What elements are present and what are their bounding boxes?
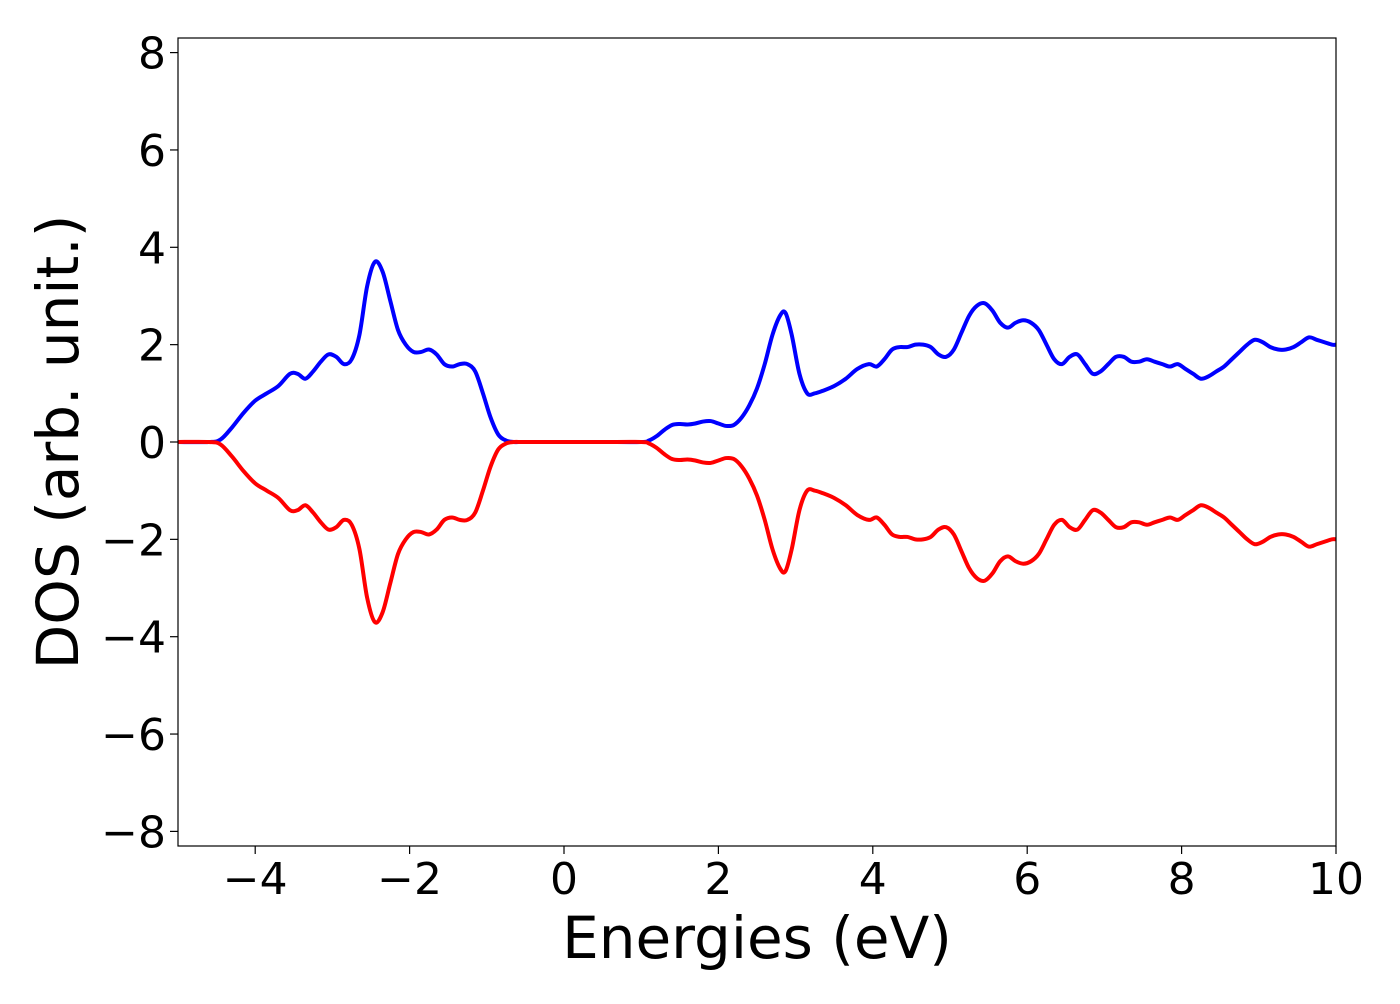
x-tick-label: −2 bbox=[377, 854, 442, 905]
y-tick-label: −8 bbox=[101, 807, 166, 858]
x-tick-label: −4 bbox=[223, 854, 288, 905]
x-tick-label: 6 bbox=[1013, 854, 1041, 905]
y-tick-label: −2 bbox=[101, 515, 166, 566]
y-tick-label: 0 bbox=[138, 418, 166, 469]
x-tick-label: 2 bbox=[704, 854, 732, 905]
series-layer bbox=[177, 259, 1337, 625]
x-tick-label: 10 bbox=[1308, 854, 1364, 905]
y-tick-label: −6 bbox=[101, 710, 166, 761]
x-tick-label: 0 bbox=[550, 854, 578, 905]
y-tick-label: 4 bbox=[138, 223, 166, 274]
x-axis-label: Energies (eV) bbox=[562, 904, 952, 972]
y-axis-ticks: −8 −6 −4 −2 0 2 4 6 8 bbox=[101, 29, 178, 858]
series-line-1 bbox=[177, 439, 1337, 625]
y-tick-label: 8 bbox=[138, 29, 166, 80]
y-tick-label: −4 bbox=[101, 613, 166, 664]
x-tick-label: 4 bbox=[859, 854, 887, 905]
y-axis-label: DOS (arb. unit.) bbox=[24, 215, 92, 670]
series-line-0 bbox=[177, 259, 1337, 445]
x-tick-label: 8 bbox=[1168, 854, 1196, 905]
x-axis-ticks: −4 −2 0 2 4 6 8 10 bbox=[223, 846, 1364, 905]
y-tick-label: 2 bbox=[138, 321, 166, 372]
y-tick-label: 6 bbox=[138, 126, 166, 177]
